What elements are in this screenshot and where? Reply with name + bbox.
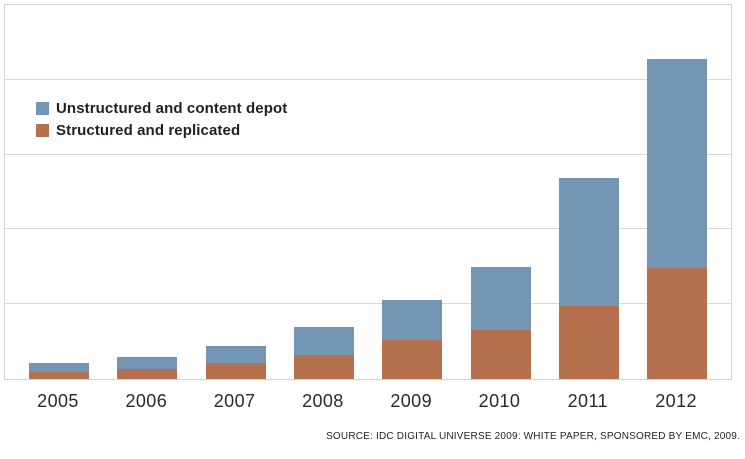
gridline: [5, 303, 731, 305]
plot-area: [4, 4, 732, 380]
bar-segment-2006-structured: [117, 369, 178, 379]
gridline: [5, 78, 731, 80]
bar-stack-2009: [382, 299, 443, 379]
legend: Unstructured and content depot Structure…: [36, 97, 287, 141]
x-label-2010: 2010: [478, 391, 521, 411]
bar-segment-2010-unstructured: [470, 266, 531, 331]
bar-segment-2012-structured: [647, 268, 708, 379]
x-label-2006: 2006: [125, 391, 168, 411]
bar-stack-2010: [470, 266, 531, 379]
x-label-2012: 2012: [655, 391, 697, 411]
bar-segment-2007-structured: [205, 363, 266, 379]
bar-segment-2009-structured: [382, 340, 443, 379]
bar-segment-2005-structured: [29, 372, 89, 379]
x-label-2008: 2008: [302, 391, 344, 411]
bar-segment-2007-unstructured: [205, 346, 266, 364]
legend-swatch-blue-icon: [36, 101, 49, 115]
bar-segment-2008-unstructured: [293, 327, 354, 356]
legend-label-unstructured: Unstructured and content depot: [56, 99, 288, 117]
legend-item-unstructured: Unstructured and content depot: [36, 97, 287, 119]
gridline: [5, 153, 731, 155]
legend-label-structured: Structured and replicated: [56, 121, 241, 139]
bar-segment-2006-unstructured: [117, 356, 178, 370]
x-label-2011: 2011: [567, 391, 608, 411]
bar-stack-2008: [293, 327, 354, 379]
gridline: [5, 228, 731, 230]
bar-segment-2005-unstructured: [29, 362, 89, 373]
legend-item-structured: Structured and replicated: [36, 119, 287, 141]
bar-segment-2010-structured: [470, 330, 531, 379]
bar-stack-2012: [647, 58, 708, 379]
x-label-2009: 2009: [390, 391, 433, 411]
bar-segment-2011-structured: [558, 306, 619, 379]
bar-stack-2005: [29, 362, 89, 379]
bar-stack-2011: [558, 177, 619, 379]
bar-segment-2011-unstructured: [558, 177, 619, 307]
bar-segment-2009-unstructured: [382, 299, 443, 341]
x-label-2005: 2005: [37, 391, 79, 411]
legend-swatch-orange-icon: [36, 123, 49, 137]
bar-stack-2007: [205, 346, 266, 379]
bar-segment-2012-unstructured: [647, 58, 708, 269]
bar-segment-2008-structured: [293, 355, 354, 379]
source-note: SOURCE: IDC DIGITAL UNIVERSE 2009: WHITE…: [326, 431, 740, 442]
bar-stack-2006: [117, 356, 178, 379]
x-label-2007: 2007: [213, 391, 256, 411]
x-axis-labels: 2005 2006 2007 2008 2009 2010 2011 2012: [0, 391, 745, 413]
